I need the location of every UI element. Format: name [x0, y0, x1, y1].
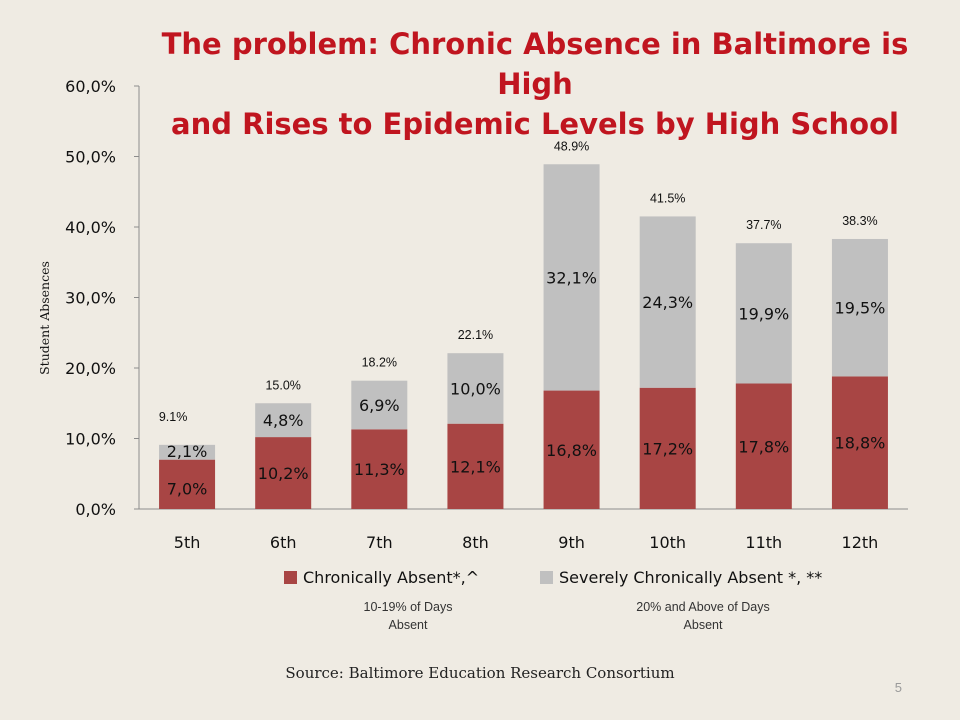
- title-line-1: The problem: Chronic Absence in Baltimor…: [161, 27, 909, 101]
- data-label-severe-11th: 19,9%: [738, 304, 789, 323]
- total-label-7th: 18.2%: [362, 356, 397, 370]
- bar-chronic-6th: [255, 437, 312, 509]
- data-label-chronic-9th: 16,8%: [546, 441, 597, 460]
- data-label-severe-5th: 2,1%: [167, 442, 208, 461]
- bar-severe-7th: [351, 380, 408, 430]
- data-label-chronic-8th: 12,1%: [450, 457, 501, 476]
- x-tick-label: 8th: [462, 533, 489, 552]
- x-tick-label: 9th: [558, 533, 585, 552]
- y-tick-label: 20,0%: [65, 359, 116, 378]
- x-tick-label: 12th: [842, 533, 879, 552]
- bar-chronic-7th: [351, 429, 408, 509]
- data-label-chronic-10th: 17,2%: [642, 439, 693, 458]
- bar-chronic-5th: [159, 459, 216, 509]
- data-label-severe-9th: 32,1%: [546, 268, 597, 287]
- x-tick-label: 5th: [174, 533, 201, 552]
- x-tick-label: 10th: [649, 533, 686, 552]
- legend-swatch-severe: [540, 571, 553, 584]
- legend-label-chronic: Chronically Absent*,^: [303, 568, 479, 587]
- bar-severe-9th: [543, 164, 600, 391]
- bar-severe-5th: [159, 444, 216, 460]
- x-tick-label: 7th: [366, 533, 393, 552]
- y-axis-label: Student Absences: [37, 261, 52, 375]
- legend-note-severe: 20% and Above of Days Absent: [636, 600, 770, 632]
- data-label-severe-7th: 6,9%: [359, 396, 400, 415]
- y-tick-label: 40,0%: [65, 218, 116, 237]
- bar-chronic-8th: [447, 423, 504, 509]
- total-label-9th: 48.9%: [554, 139, 589, 153]
- total-label-10th: 41.5%: [650, 191, 685, 205]
- total-label-12th: 38.3%: [842, 214, 877, 228]
- y-tick-label: 60,0%: [65, 77, 116, 96]
- bar-severe-6th: [255, 403, 312, 438]
- data-label-chronic-11th: 17,8%: [738, 437, 789, 456]
- bar-chronic-11th: [735, 383, 792, 509]
- data-label-chronic-7th: 11,3%: [354, 460, 405, 479]
- legend-label-severe: Severely Chronically Absent *, **: [559, 568, 822, 587]
- chart-title: The problem: Chronic Absence in Baltimor…: [150, 24, 920, 144]
- bar-chronic-9th: [543, 390, 600, 509]
- data-label-severe-12th: 19,5%: [835, 299, 886, 318]
- source-note: Source: Baltimore Education Research Con…: [285, 664, 675, 682]
- title-line-2: and Rises to Epidemic Levels by High Sch…: [171, 107, 899, 141]
- data-label-chronic-12th: 18,8%: [835, 434, 886, 453]
- bar-chronic-12th: [831, 376, 888, 509]
- page-number: 5: [894, 680, 902, 695]
- bar-severe-8th: [447, 353, 504, 424]
- x-tick-label: 11th: [745, 533, 782, 552]
- data-label-severe-8th: 10,0%: [450, 379, 501, 398]
- data-label-chronic-6th: 10,2%: [258, 464, 309, 483]
- total-label-6th: 15.0%: [265, 378, 300, 392]
- data-label-severe-6th: 4,8%: [263, 411, 304, 430]
- bar-severe-11th: [735, 243, 792, 384]
- y-tick-label: 0,0%: [75, 500, 116, 519]
- total-label-11th: 37.7%: [746, 218, 781, 232]
- x-tick-label: 6th: [270, 533, 297, 552]
- total-label-8th: 22.1%: [458, 328, 493, 342]
- legend-swatch-chronic: [284, 571, 297, 584]
- y-tick-label: 50,0%: [65, 148, 116, 167]
- y-tick-label: 10,0%: [65, 430, 116, 449]
- total-label-5th: 9.1%: [159, 410, 188, 424]
- y-tick-label: 30,0%: [65, 289, 116, 308]
- bar-severe-12th: [831, 238, 888, 377]
- bar-severe-10th: [639, 216, 696, 388]
- data-label-chronic-5th: 7,0%: [167, 479, 208, 498]
- legend-note-chronic: 10-19% of Days Absent: [363, 600, 453, 632]
- bar-chronic-10th: [639, 387, 696, 509]
- data-label-severe-10th: 24,3%: [642, 293, 693, 312]
